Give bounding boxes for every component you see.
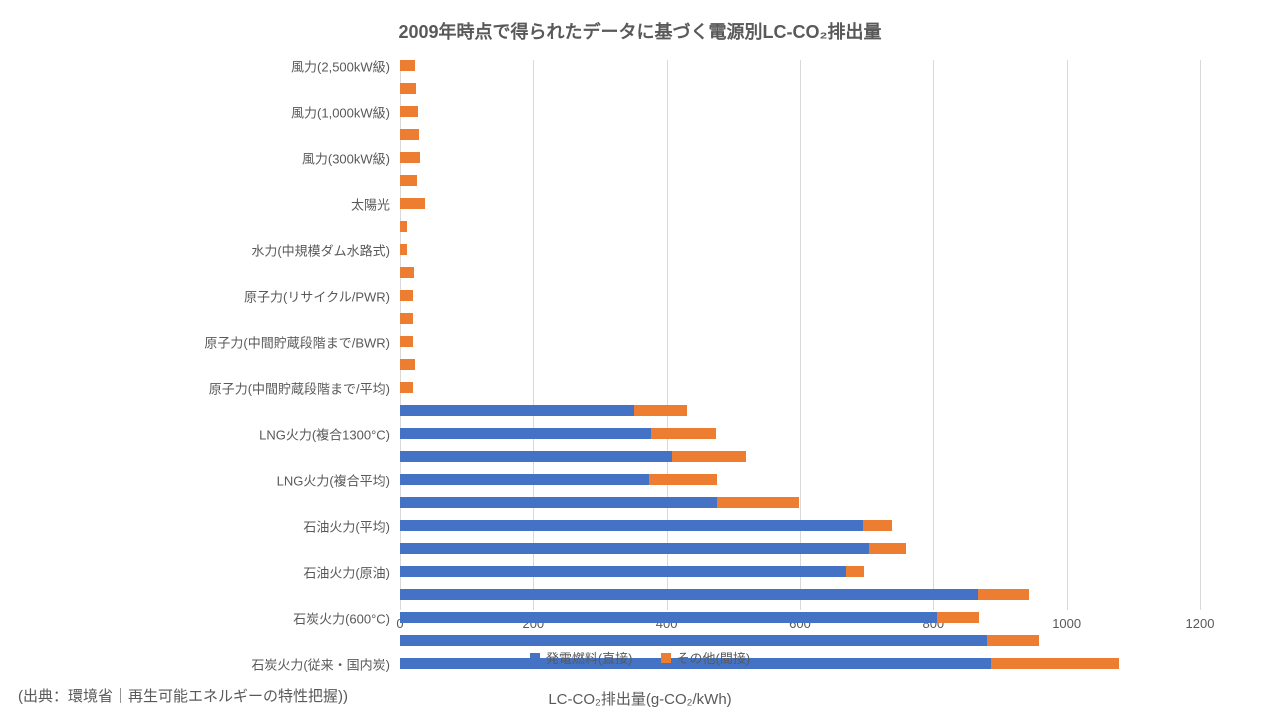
bar-row bbox=[400, 428, 1200, 439]
bar-segment-indirect bbox=[987, 635, 1040, 646]
legend-swatch bbox=[661, 653, 671, 663]
bar-row bbox=[400, 290, 1200, 301]
bar-row bbox=[400, 129, 1200, 140]
chart-title: 2009年時点で得られたデータに基づく電源別LC-CO₂排出量 bbox=[0, 18, 1280, 44]
bar-segment-indirect bbox=[400, 129, 419, 140]
bar-segment-indirect bbox=[400, 152, 420, 163]
bar-segment-indirect bbox=[400, 290, 413, 301]
bar-row bbox=[400, 198, 1200, 209]
bar-row bbox=[400, 336, 1200, 347]
bar-segment-indirect bbox=[869, 543, 906, 554]
bar-segment-direct bbox=[400, 474, 649, 485]
bar-row bbox=[400, 106, 1200, 117]
yaxis-category-label: 太陽光 bbox=[351, 194, 390, 213]
bar-row bbox=[400, 589, 1200, 600]
bar-segment-direct bbox=[400, 589, 978, 600]
legend-label: 発電燃料(直接) bbox=[546, 648, 633, 667]
bar-row bbox=[400, 382, 1200, 393]
bar-segment-indirect bbox=[651, 428, 716, 439]
gridline bbox=[1200, 60, 1201, 610]
bar-segment-direct bbox=[400, 543, 869, 554]
yaxis-category-label: 風力(2,500kW級) bbox=[291, 56, 390, 75]
legend-item: その他(間接) bbox=[661, 648, 751, 667]
bar-segment-direct bbox=[400, 612, 937, 623]
bar-segment-indirect bbox=[400, 359, 415, 370]
bar-segment-direct bbox=[400, 405, 634, 416]
bar-row bbox=[400, 405, 1200, 416]
yaxis-category-label: 原子力(中間貯蔵段階まで/BWR) bbox=[204, 332, 390, 351]
bar-segment-direct bbox=[400, 566, 846, 577]
bar-segment-indirect bbox=[634, 405, 687, 416]
plot-area: 020040060080010001200風力(2,500kW級)風力(1,00… bbox=[400, 60, 1200, 610]
bar-row bbox=[400, 520, 1200, 531]
bar-segment-indirect bbox=[400, 244, 407, 255]
yaxis-category-label: 石炭火力(600°C) bbox=[293, 608, 390, 627]
yaxis-category-label: 原子力(リサイクル/PWR) bbox=[244, 286, 390, 305]
bar-row bbox=[400, 566, 1200, 577]
bar-segment-indirect bbox=[978, 589, 1029, 600]
bar-segment-indirect bbox=[400, 60, 415, 71]
yaxis-category-label: 水力(中規模ダム水路式) bbox=[251, 240, 390, 259]
bar-row bbox=[400, 497, 1200, 508]
source-note: (出典：環境省｜再生可能エネルギーの特性把握)) bbox=[18, 685, 348, 706]
bar-segment-indirect bbox=[672, 451, 746, 462]
bar-segment-indirect bbox=[846, 566, 864, 577]
bar-row bbox=[400, 313, 1200, 324]
bar-row bbox=[400, 60, 1200, 71]
bar-segment-indirect bbox=[937, 612, 978, 623]
bar-row bbox=[400, 612, 1200, 623]
bar-segment-indirect bbox=[400, 83, 416, 94]
bar-row bbox=[400, 451, 1200, 462]
bar-segment-direct bbox=[400, 497, 717, 508]
yaxis-category-label: 原子力(中間貯蔵段階まで/平均) bbox=[209, 378, 390, 397]
bar-segment-indirect bbox=[649, 474, 717, 485]
bar-segment-indirect bbox=[400, 382, 413, 393]
legend-item: 発電燃料(直接) bbox=[530, 648, 633, 667]
yaxis-category-label: 石油火力(平均) bbox=[303, 516, 390, 535]
yaxis-category-label: 風力(1,000kW級) bbox=[291, 102, 390, 121]
bar-row bbox=[400, 474, 1200, 485]
bar-row bbox=[400, 152, 1200, 163]
legend: 発電燃料(直接) その他(間接) bbox=[0, 648, 1280, 667]
yaxis-category-label: 石油火力(原油) bbox=[303, 562, 390, 581]
bar-row bbox=[400, 543, 1200, 554]
bar-segment-indirect bbox=[863, 520, 892, 531]
bar-segment-indirect bbox=[400, 267, 414, 278]
bar-row bbox=[400, 221, 1200, 232]
bar-segment-direct bbox=[400, 520, 863, 531]
bar-segment-indirect bbox=[400, 198, 425, 209]
bar-row bbox=[400, 175, 1200, 186]
bar-segment-indirect bbox=[400, 106, 418, 117]
yaxis-category-label: 風力(300kW級) bbox=[302, 148, 390, 167]
bar-segment-direct bbox=[400, 428, 651, 439]
legend-swatch bbox=[530, 653, 540, 663]
bar-row bbox=[400, 83, 1200, 94]
bar-row bbox=[400, 359, 1200, 370]
bar-segment-direct bbox=[400, 451, 672, 462]
bar-row bbox=[400, 635, 1200, 646]
bar-segment-direct bbox=[400, 635, 987, 646]
bar-segment-indirect bbox=[400, 336, 413, 347]
yaxis-category-label: LNG火力(複合平均) bbox=[277, 470, 390, 489]
bar-segment-indirect bbox=[400, 221, 407, 232]
bar-segment-indirect bbox=[717, 497, 799, 508]
legend-label: その他(間接) bbox=[677, 648, 751, 667]
bar-row bbox=[400, 267, 1200, 278]
yaxis-category-label: LNG火力(複合1300°C) bbox=[259, 424, 390, 443]
bar-segment-indirect bbox=[400, 175, 417, 186]
bar-row bbox=[400, 244, 1200, 255]
bar-segment-indirect bbox=[400, 313, 413, 324]
chart-container: 2009年時点で得られたデータに基づく電源別LC-CO₂排出量 02004006… bbox=[0, 0, 1280, 720]
